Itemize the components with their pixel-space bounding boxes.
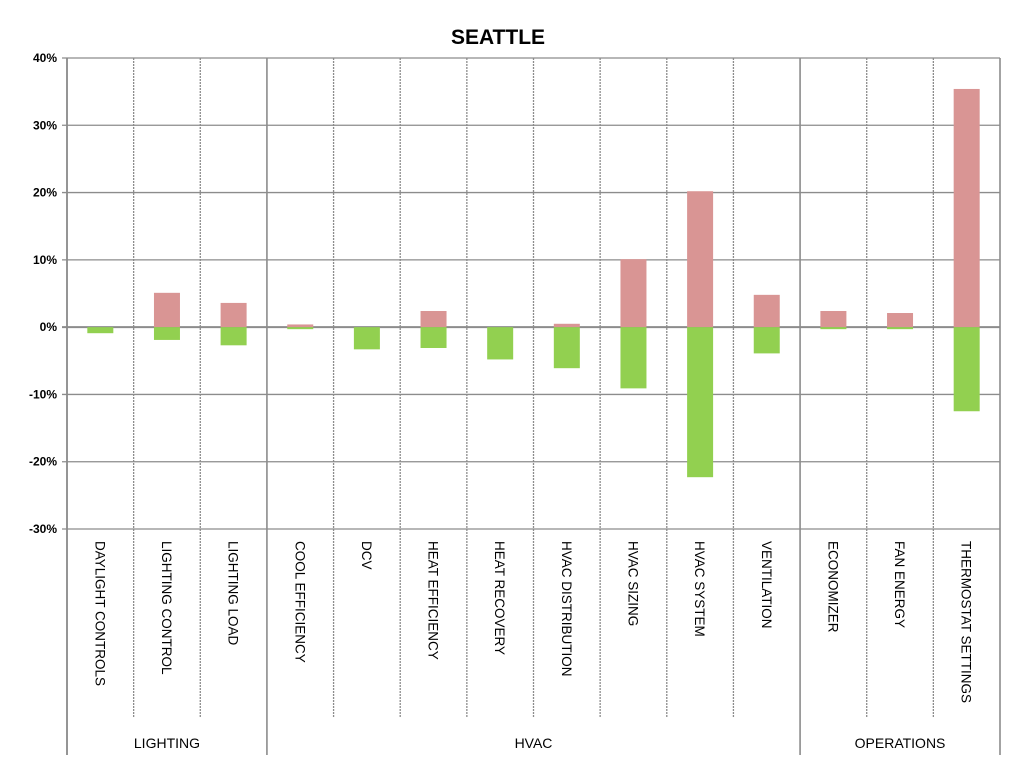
bar-decrease (687, 327, 714, 478)
bar-increase (553, 323, 580, 328)
category-label: ECONOMIZER (825, 541, 840, 633)
bar-increase (953, 88, 980, 328)
y-tick-label: 40% (33, 51, 57, 65)
group-label: OPERATIONS (855, 735, 946, 751)
bar-decrease (820, 327, 847, 330)
bar-increase (753, 294, 780, 328)
bar-increase (887, 313, 914, 328)
bar-decrease (220, 327, 247, 346)
chart-title: SEATTLE (451, 26, 545, 49)
bar-increase (620, 259, 647, 328)
category-label: HVAC SIZING (625, 541, 640, 626)
bar-decrease (353, 327, 380, 350)
category-label: HEAT RECOVERY (492, 541, 507, 655)
bar-decrease (287, 327, 314, 330)
y-tick-label: 30% (33, 118, 57, 132)
y-tick-label: -30% (29, 522, 57, 536)
bar-decrease (420, 327, 447, 349)
bar-decrease (153, 327, 180, 340)
bar-decrease (887, 327, 914, 330)
category-label: FAN ENERGY (892, 541, 907, 628)
category-label: DCV (359, 541, 374, 570)
y-tick-label: 0% (40, 320, 58, 334)
y-tick-label: -20% (29, 455, 57, 469)
bar-increase (287, 324, 314, 328)
bar-decrease (487, 327, 514, 360)
bar-increase (687, 191, 714, 328)
category-label: VENTILATION (759, 541, 774, 629)
bar-increase (220, 302, 247, 328)
category-label: LIGHTING LOAD (226, 541, 241, 646)
group-label: HVAC (515, 735, 553, 751)
category-label: HVAC DISTRIBUTION (559, 541, 574, 677)
bar-increase (153, 292, 180, 328)
y-tick-label: 10% (33, 253, 57, 267)
category-label: LIGHTING CONTROL (159, 541, 174, 675)
category-label: COOL EFFICIENCY (292, 541, 307, 663)
bar-decrease (620, 327, 647, 389)
category-label: THERMOSTAT SETTINGS (959, 541, 974, 703)
category-label: HEAT EFFICIENCY (426, 541, 441, 660)
bar-decrease (753, 327, 780, 354)
bar-decrease (953, 327, 980, 412)
bar-decrease (553, 327, 580, 369)
bar-increase (820, 310, 847, 328)
y-tick-label: -10% (29, 387, 57, 401)
bar-decrease (87, 327, 114, 334)
y-tick-label: 20% (33, 186, 57, 200)
bar-increase (420, 310, 447, 328)
group-label: LIGHTING (134, 735, 200, 751)
category-label: DAYLIGHT CONTROLS (92, 541, 107, 686)
category-label: HVAC SYSTEM (692, 541, 707, 637)
